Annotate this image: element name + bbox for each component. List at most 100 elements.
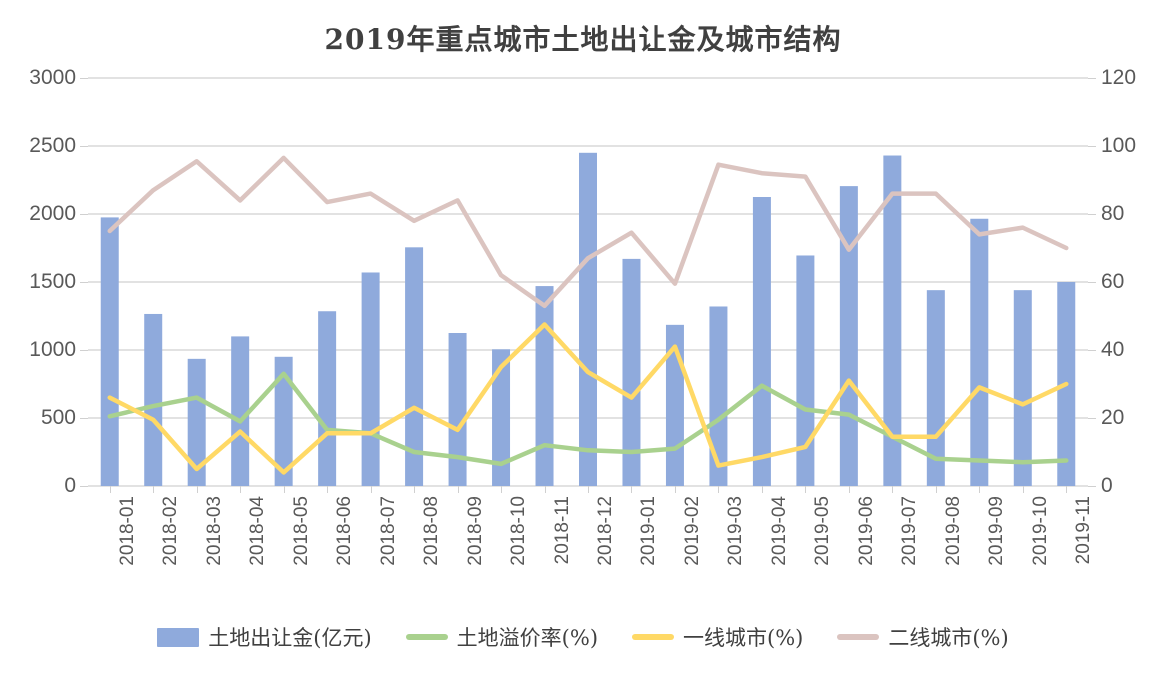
x-axis-tickmark (979, 486, 981, 493)
bar-2018-05[interactable] (274, 356, 293, 486)
y-axis-right-tickmark (1088, 418, 1096, 419)
x-axis-tickmark (457, 486, 459, 493)
y-axis-left-tick: 1000 (29, 338, 76, 361)
legend-swatch-icon (157, 627, 200, 647)
plot-area (88, 77, 1088, 487)
y-axis-right-tick: 100 (1101, 134, 1137, 157)
bar-2019-10[interactable] (1013, 290, 1032, 486)
y-axis-left-tickmark (80, 146, 88, 147)
y-axis-right-tick: 80 (1101, 202, 1125, 225)
x-axis-tick-2019-08: 2019-08 (942, 496, 964, 566)
x-axis-tickmark (109, 486, 111, 493)
x-axis-tick-2019-07: 2019-07 (899, 496, 921, 566)
x-axis-tickmark (892, 486, 894, 493)
x-axis-tickmark (848, 486, 850, 493)
bar-2018-12[interactable] (579, 152, 597, 487)
y-axis-right-tick: 120 (1101, 66, 1137, 89)
x-axis-tick-2018-05: 2018-05 (290, 496, 312, 566)
x-axis-tickmark (370, 486, 372, 493)
legend-label: 二线城市(%) (888, 626, 1009, 650)
bar-2019-06[interactable] (839, 186, 858, 486)
y-axis-right-tickmark (1088, 78, 1096, 79)
x-axis-tickmark (805, 486, 807, 493)
legend-item[interactable]: 土地出让金(亿元) (157, 622, 372, 652)
x-axis-tick-2018-12: 2018-12 (595, 496, 616, 566)
y-axis-left-tickmark (80, 214, 88, 215)
y-axis-right-tick: 40 (1101, 338, 1125, 361)
y-axis-left-tick: 500 (40, 406, 76, 429)
bar-2018-01[interactable] (100, 217, 119, 486)
x-axis-tick-2018-03: 2018-03 (203, 496, 225, 566)
x-axis-tick-2018-01: 2018-01 (116, 496, 138, 566)
y-axis-left-tickmark (80, 486, 88, 487)
bar-2019-05[interactable] (796, 255, 815, 486)
x-axis-tick-2019-11: 2019-11 (1073, 496, 1095, 565)
y-axis-right-tickmark (1088, 350, 1096, 351)
legend-label: 土地出让金(亿元) (208, 626, 372, 650)
y-axis-left-tick: 2000 (29, 202, 76, 225)
legend-label: 一线城市(%) (683, 626, 804, 650)
line-series[interactable] (107, 155, 1069, 309)
x-axis-tickmark (1066, 486, 1068, 493)
x-axis-tick-2019-05: 2019-05 (812, 496, 834, 566)
bar-2018-04[interactable] (231, 336, 250, 486)
x-axis-tick-2018-04: 2018-04 (247, 496, 269, 566)
bar-2019-04[interactable] (752, 197, 771, 486)
y-axis-right-tickmark (1088, 282, 1096, 283)
x-axis-tick-2019-04: 2019-04 (768, 496, 790, 566)
x-axis-tick-2018-09: 2018-09 (464, 496, 486, 566)
bar-2019-09[interactable] (970, 218, 989, 486)
x-axis-tickmark (240, 486, 242, 493)
bar-2018-10[interactable] (492, 349, 511, 486)
x-axis-tick-2019-06: 2019-06 (855, 496, 877, 566)
bar-2018-08[interactable] (405, 247, 424, 486)
y-axis-right-tick: 0 (1101, 474, 1113, 497)
y-axis-left-tickmark (80, 282, 88, 283)
x-axis-tick-2018-02: 2018-02 (160, 496, 182, 566)
y-axis-left-tick: 2500 (29, 134, 76, 157)
y-axis-left-tickmark (80, 78, 88, 79)
x-axis-tick-2019-09: 2019-09 (986, 496, 1008, 566)
bar-2019-07[interactable] (883, 155, 902, 486)
y-axis-right-tickmark (1088, 486, 1096, 487)
bar-2018-11[interactable] (535, 286, 554, 486)
chart-title: 2019年重点城市土地出让金及城市结构 (324, 23, 842, 56)
bar-2018-06[interactable] (318, 311, 337, 486)
chart-legend: 土地出让金(亿元) 土地溢价率(%) 一线城市(%) 二线城市(%) (0, 622, 1166, 652)
bar-2019-01[interactable] (622, 258, 641, 486)
y-axis-left-tickmark (80, 350, 88, 351)
x-axis-tick-2018-06: 2018-06 (334, 496, 356, 566)
x-axis-tickmark (153, 486, 155, 493)
x-axis-tickmark (196, 486, 198, 493)
x-axis-tickmark (414, 486, 416, 493)
legend-item[interactable]: 二线城市(%) (837, 622, 1009, 652)
legend-swatch-icon (632, 634, 675, 640)
line-series[interactable] (107, 322, 1069, 475)
y-axis-left-tick: 3000 (29, 66, 76, 89)
bar-2018-07[interactable] (361, 272, 380, 486)
y-axis-right-tick: 20 (1101, 406, 1125, 429)
line-series[interactable] (107, 371, 1069, 467)
x-axis-tick-2019-03: 2019-03 (725, 496, 747, 566)
x-axis-tickmark (631, 486, 633, 493)
bar-2018-02[interactable] (144, 313, 163, 486)
y-axis-left-tick: 1500 (29, 270, 76, 293)
x-axis-tick-2018-07: 2018-07 (377, 496, 399, 566)
x-axis-tickmark (501, 486, 503, 493)
y-axis-right-tickmark (1088, 146, 1096, 147)
x-axis-tick-2018-08: 2018-08 (421, 496, 443, 566)
bar-2018-03[interactable] (187, 358, 206, 486)
x-axis-tickmark (718, 486, 720, 493)
x-axis-tick-2018-10: 2018-10 (508, 496, 530, 566)
y-axis-left-tick: 0 (64, 474, 76, 497)
legend-swatch-icon (405, 634, 448, 640)
bar-2018-09[interactable] (448, 333, 467, 486)
legend-item[interactable]: 土地溢价率(%) (405, 622, 598, 652)
x-axis-tickmark (283, 486, 285, 493)
y-axis-right-tick: 60 (1101, 270, 1125, 293)
x-axis-tickmark (327, 486, 329, 493)
bar-2019-03[interactable] (709, 306, 728, 486)
legend-item[interactable]: 一线城市(%) (632, 622, 803, 652)
x-axis-tickmark (588, 486, 589, 493)
